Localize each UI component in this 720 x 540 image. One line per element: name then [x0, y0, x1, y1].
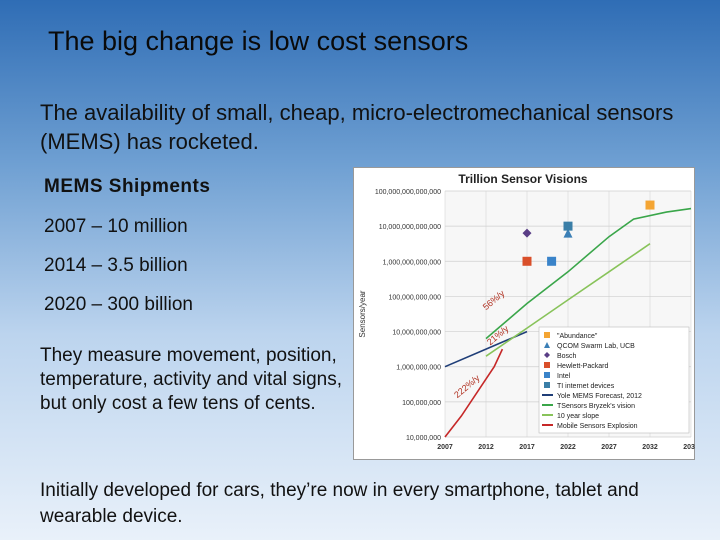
legend-swatch	[544, 372, 550, 378]
legend-label: QCOM Swarm Lab, UCB	[557, 343, 635, 350]
x-tick-label: 2037	[683, 444, 695, 451]
legend-swatch	[544, 352, 550, 358]
legend-swatch	[544, 362, 550, 368]
legend-label: "Abundance"	[557, 333, 598, 340]
shipment-2020: 2020 – 300 billion	[44, 294, 193, 315]
data-point	[563, 221, 573, 231]
y-tick-label: 10,000,000,000,000	[379, 224, 441, 231]
legend-label: TSensors Bryzek's vision	[557, 403, 635, 410]
mems-heading: MEMS Shipments	[44, 176, 211, 197]
series-line	[485, 207, 692, 340]
y-tick-label: 100,000,000,000,000	[375, 189, 441, 196]
y-tick-label: 100,000,000,000	[388, 294, 441, 301]
measure-text: They measure movement, position, tempera…	[40, 345, 343, 414]
data-point	[563, 228, 573, 238]
intro-text: The availability of small, cheap, micro-…	[40, 100, 674, 154]
legend-label: Yole MEMS Forecast, 2012	[557, 393, 642, 400]
x-tick-label: 2012	[478, 444, 494, 451]
data-point	[645, 200, 655, 210]
data-point	[547, 256, 557, 266]
footer-text: Initially developed for cars, they’re no…	[40, 480, 639, 527]
legend-label: Mobile Sensors Explosion	[557, 423, 638, 430]
legend-box	[538, 326, 690, 434]
legend-label: TI internet devices	[557, 383, 615, 390]
x-tick-label: 2027	[601, 444, 617, 451]
legend-label: 10 year slope	[557, 413, 599, 420]
x-tick-label: 2022	[560, 444, 576, 451]
y-tick-label: 100,000,000	[402, 400, 441, 407]
trillion-sensor-chart: Trillion Sensor Visions 10,000,000 100,000…	[353, 167, 695, 460]
slide-title: The big change is low cost sensors	[48, 26, 469, 56]
shipment-2007: 2007 – 10 million	[44, 216, 188, 237]
x-tick-label: 2032	[642, 444, 658, 451]
y-tick-label: 1,000,000,000,000	[383, 259, 441, 266]
y-axis-label: Sensors/year	[358, 290, 367, 337]
legend-label: Bosch	[557, 353, 577, 360]
y-tick-label: 10,000,000,000	[392, 330, 441, 337]
y-tick-label: 1,000,000,000	[396, 365, 441, 372]
data-point	[522, 228, 532, 238]
y-tick-label: 10,000,000	[406, 435, 441, 442]
legend-label: Intel	[557, 373, 571, 380]
chart-title: Trillion Sensor Visions	[458, 172, 587, 186]
series-line	[444, 348, 504, 438]
legend-swatch	[544, 342, 550, 348]
shipment-2014: 2014 – 3.5 billion	[44, 255, 188, 276]
legend-swatch	[544, 332, 550, 338]
legend-swatch	[544, 382, 550, 388]
data-point	[522, 256, 532, 266]
legend-label: Hewlett-Packard	[557, 363, 608, 370]
series-line	[485, 243, 651, 357]
x-tick-label: 2017	[519, 444, 535, 451]
x-tick-label: 2007	[437, 444, 453, 451]
